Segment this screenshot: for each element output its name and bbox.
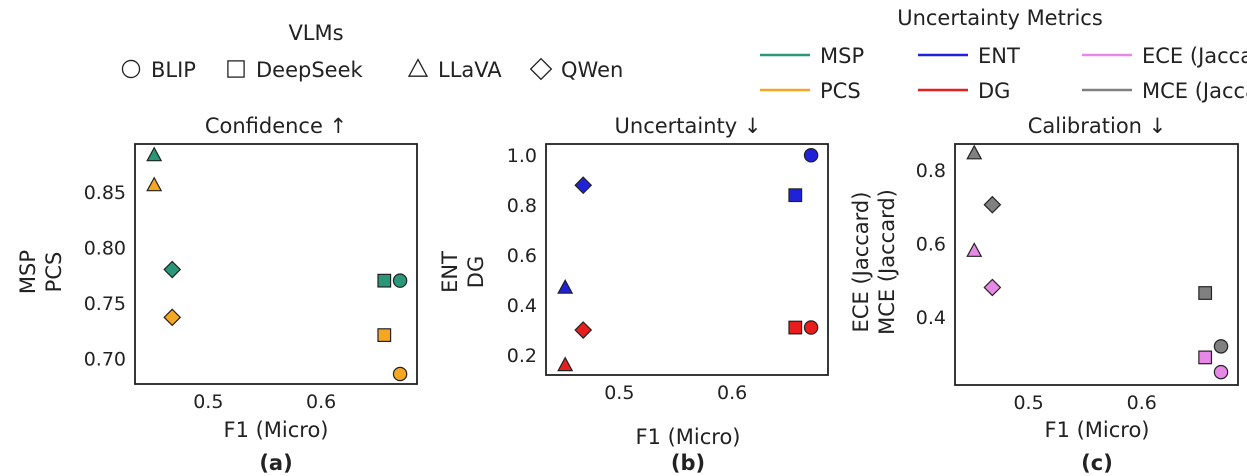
point-pcs-deepseek (377, 328, 392, 343)
panel-c: Calibration ↓ F1 (Micro) (c) ECE (Jaccar… (849, 114, 1239, 475)
square-legend-marker (227, 60, 245, 78)
legend-item-dg: DG (978, 79, 1010, 103)
diamond-legend-marker (529, 57, 553, 81)
y-axis-label-2: PCS (42, 252, 66, 293)
point-msp-llava (146, 146, 163, 162)
legend-item-msp: MSP (820, 44, 864, 68)
panel-title: Calibration ↓ (1028, 114, 1167, 138)
y-axis-label-1: ENT (438, 251, 462, 293)
plot-frame (134, 143, 418, 385)
point-dg-deepseek (788, 320, 803, 335)
point-ece-jaccard--blip (1213, 364, 1229, 380)
y-tick-label: 0.70 (84, 348, 126, 370)
point-ent-qwen (574, 176, 593, 195)
legend-models-title: VLMs (288, 21, 343, 45)
point-mce-jaccard--blip (1213, 339, 1229, 354)
point-dg-qwen (574, 321, 593, 339)
x-tick-label: 0.5 (1013, 392, 1043, 414)
legend-item-llava: LLaVA (438, 58, 502, 82)
panel-a: Confidence ↑ F1 (Micro) (a) MSP PCS 0.5 0… (16, 114, 418, 475)
point-mce-jaccard--llava (966, 144, 983, 160)
panel-b: Uncertainty ↓ F1 (Micro) (b) ENT DG 0.5 0… (438, 114, 829, 475)
point-pcs-llava (146, 176, 163, 192)
legend-item-qwen: QWen (561, 58, 623, 82)
panel-title: Confidence ↑ (205, 114, 347, 138)
y-axis-label-2: DG (464, 256, 488, 288)
y-tick-label: 0.4 (507, 295, 537, 317)
y-tick-label: 0.4 (916, 307, 946, 329)
point-pcs-qwen (163, 308, 182, 327)
panel-letter: (c) (1081, 451, 1113, 475)
panel-letter: (b) (671, 451, 705, 475)
y-tick-label: 0.6 (916, 233, 946, 255)
point-msp-deepseek (377, 273, 392, 288)
point-mce-jaccard--qwen (983, 195, 1002, 214)
point-dg-llava (557, 356, 574, 372)
y-tick-label: 0.2 (507, 345, 537, 367)
y-tick-label: 0.75 (84, 293, 126, 315)
y-axis-label-1: ECE (Jaccard) (849, 192, 873, 333)
x-axis-label: F1 (Micro) (1044, 418, 1149, 442)
x-axis-label: F1 (Micro) (223, 418, 328, 442)
legend-item-blip: BLIP (151, 58, 196, 82)
panel-title: Uncertainty ↓ (615, 114, 762, 138)
y-tick-label: 1.0 (507, 145, 537, 167)
circle-legend-marker (121, 59, 141, 79)
panel-letter: (a) (259, 451, 292, 475)
point-ece-jaccard--qwen (983, 278, 1002, 297)
triangle-legend-marker (407, 58, 429, 77)
legend-item-mce-jaccard-: MCE (Jaccard) (1142, 79, 1247, 103)
point-ent-deepseek (788, 188, 803, 203)
y-tick-label: 0.6 (507, 245, 537, 267)
y-tick-label: 0.80 (84, 237, 126, 259)
legend-models: VLMs BLIP DeepSeek LLaVA QWen (121, 21, 623, 82)
point-ece-jaccard--deepseek (1198, 350, 1213, 365)
point-ent-blip (803, 147, 819, 163)
point-ece-jaccard--llava (966, 242, 983, 257)
y-axis-label-1: MSP (16, 250, 40, 294)
point-dg-blip (803, 320, 819, 335)
legend-metrics: Uncertainty Metrics MSP ENT ECE (Jaccard) P… (760, 6, 1247, 103)
legend-item-deepseek: DeepSeek (256, 58, 364, 82)
legend-item-ent: ENT (978, 44, 1020, 68)
y-axis-label-2: MCE (Jaccard) (875, 189, 899, 335)
x-tick-label: 0.5 (193, 391, 223, 413)
plot-frame (954, 143, 1239, 386)
y-tick-label: 0.8 (916, 160, 946, 182)
legend-item-ece-jaccard-: ECE (Jaccard) (1142, 44, 1247, 68)
point-ent-llava (557, 278, 574, 294)
x-tick-label: 0.6 (1127, 392, 1157, 414)
x-tick-label: 0.6 (717, 382, 747, 404)
point-mce-jaccard--deepseek (1198, 286, 1213, 300)
plot-frame (545, 143, 829, 376)
x-tick-label: 0.5 (604, 382, 634, 404)
x-axis-label: F1 (Micro) (635, 425, 740, 449)
point-msp-blip (392, 273, 408, 288)
y-tick-label: 0.85 (84, 182, 126, 204)
point-msp-qwen (163, 260, 182, 279)
y-tick-label: 0.8 (507, 195, 537, 217)
point-pcs-blip (392, 366, 408, 382)
legend-metrics-title: Uncertainty Metrics (897, 6, 1103, 30)
legend-item-pcs: PCS (820, 79, 861, 103)
x-tick-label: 0.6 (306, 391, 336, 413)
